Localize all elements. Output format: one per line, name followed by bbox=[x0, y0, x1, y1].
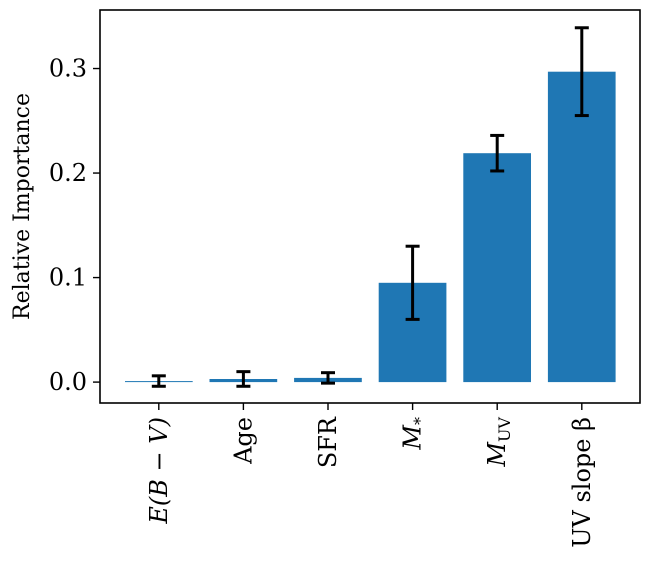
y-tick-label: 0.1 bbox=[49, 264, 87, 292]
bars-group bbox=[125, 71, 616, 383]
error-bar bbox=[490, 133, 505, 173]
error-bar bbox=[236, 370, 251, 388]
y-tick-label: 0.0 bbox=[49, 368, 87, 396]
x-tick-label: Age bbox=[229, 417, 257, 465]
y-tick-label: 0.2 bbox=[49, 159, 87, 187]
y-axis: 0.0 0.1 0.2 0.3 bbox=[49, 55, 100, 396]
error-bar bbox=[151, 374, 166, 388]
x-tick-label: E(B − V) bbox=[145, 417, 173, 525]
x-tick-label: MUV bbox=[483, 417, 514, 468]
error-bars-group bbox=[151, 26, 589, 388]
error-bar bbox=[574, 26, 589, 118]
x-tick-label: M* bbox=[399, 417, 430, 451]
error-bar bbox=[405, 244, 420, 321]
y-axis-label: Relative Importance bbox=[10, 93, 35, 320]
error-bar bbox=[321, 371, 335, 385]
x-tick-label: SFR bbox=[314, 416, 342, 468]
plot-frame bbox=[99, 9, 641, 404]
bar bbox=[463, 153, 531, 383]
y-tick-label: 0.3 bbox=[49, 55, 87, 83]
x-tick-label: UV slope β bbox=[568, 417, 596, 548]
bar bbox=[547, 71, 616, 383]
x-axis: E(B − V) Age SFR M* MUV UV slope β bbox=[145, 403, 596, 548]
